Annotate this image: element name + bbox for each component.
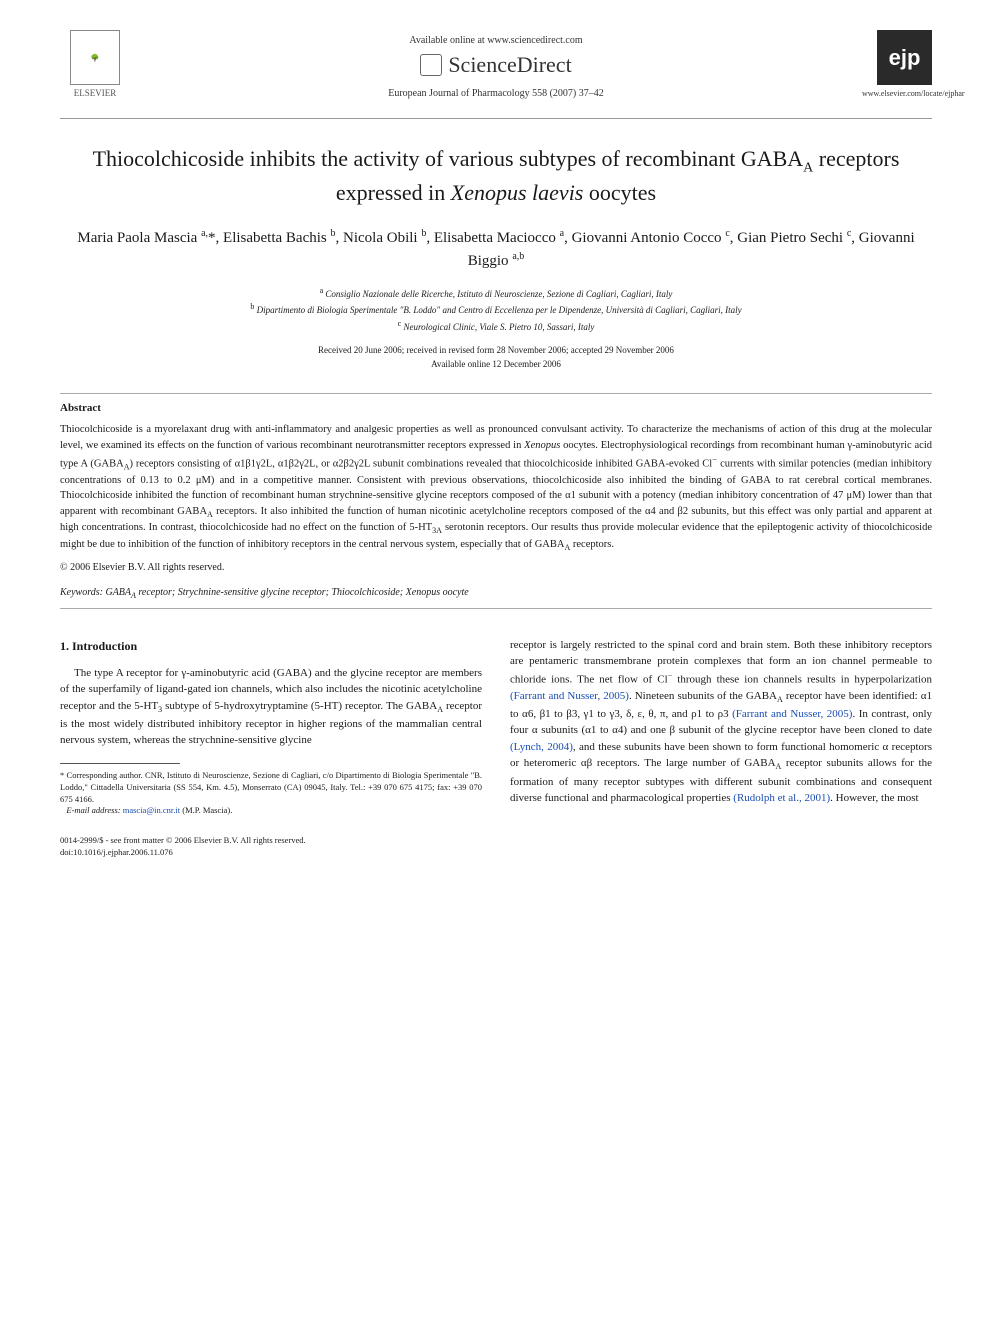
elsevier-logo: 🌳 ELSEVIER (60, 30, 130, 110)
elsevier-label: ELSEVIER (74, 88, 117, 98)
introduction-heading: 1. Introduction (60, 637, 482, 655)
page-header: 🌳 ELSEVIER Available online at www.scien… (60, 30, 932, 110)
keywords: Keywords: GABAA receptor; Strychnine-sen… (60, 587, 932, 600)
ejp-logo: ejp (877, 30, 932, 85)
corresponding-author-note: * Corresponding author. CNR, Istituto di… (60, 770, 482, 818)
available-online-text: Available online at www.sciencedirect.co… (130, 35, 862, 46)
affiliations: a Consiglio Nazionale delle Ricerche, Is… (60, 285, 932, 335)
elsevier-tree-icon: 🌳 (70, 30, 120, 85)
abstract-copyright: © 2006 Elsevier B.V. All rights reserved… (60, 562, 932, 573)
abstract-text: Thiocolchicoside is a myorelaxant drug w… (60, 422, 932, 553)
sciencedirect-label: ScienceDirect (448, 52, 571, 78)
keywords-label: Keywords: (60, 587, 103, 598)
page-footer: 0014-2999/$ - see front matter © 2006 El… (60, 835, 932, 859)
author-list: Maria Paola Mascia a,*, Elisabetta Bachi… (60, 226, 932, 273)
email-link[interactable]: mascia@in.cnr.it (123, 805, 180, 815)
column-left: 1. Introduction The type A receptor for … (60, 637, 482, 818)
affiliation-a: a Consiglio Nazionale delle Ricerche, Is… (60, 285, 932, 302)
column-right: receptor is largely restricted to the sp… (510, 637, 932, 818)
sciencedirect-brand: ScienceDirect (420, 52, 571, 78)
abstract-top-divider (60, 393, 932, 394)
article-title: Thiocolchicoside inhibits the activity o… (60, 144, 932, 208)
body-columns: 1. Introduction The type A receptor for … (60, 637, 932, 818)
affiliation-c: c Neurological Clinic, Viale S. Pietro 1… (60, 318, 932, 335)
email-label: E-mail address: (66, 805, 120, 815)
center-header: Available online at www.sciencedirect.co… (130, 30, 862, 99)
journal-reference: European Journal of Pharmacology 558 (20… (130, 88, 862, 99)
available-date: Available online 12 December 2006 (60, 358, 932, 372)
footer-line-1: 0014-2999/$ - see front matter © 2006 El… (60, 835, 932, 847)
article-dates: Received 20 June 2006; received in revis… (60, 344, 932, 371)
email-suffix: (M.P. Mascia). (182, 805, 232, 815)
header-divider (60, 118, 932, 119)
intro-para-2: receptor is largely restricted to the sp… (510, 637, 932, 807)
footer-line-2: doi:10.1016/j.ejphar.2006.11.076 (60, 847, 932, 859)
sciencedirect-icon (420, 54, 442, 76)
journal-url: www.elsevier.com/locate/ejphar (862, 89, 932, 98)
received-date: Received 20 June 2006; received in revis… (60, 344, 932, 358)
keywords-text: GABAA receptor; Strychnine-sensitive gly… (105, 587, 468, 598)
affiliation-b: b Dipartimento di Biologia Sperimentale … (60, 301, 932, 318)
corresponding-text: * Corresponding author. CNR, Istituto di… (60, 770, 482, 804)
abstract-bottom-divider (60, 608, 932, 609)
abstract-heading: Abstract (60, 402, 932, 414)
footnote-separator (60, 763, 180, 764)
ejp-logo-block: ejp www.elsevier.com/locate/ejphar (862, 30, 932, 98)
intro-para-1: The type A receptor for γ-aminobutyric a… (60, 665, 482, 749)
